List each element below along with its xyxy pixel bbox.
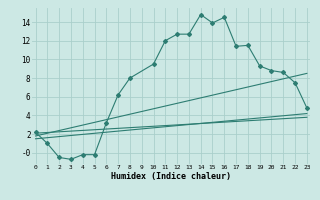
X-axis label: Humidex (Indice chaleur): Humidex (Indice chaleur) bbox=[111, 172, 231, 181]
